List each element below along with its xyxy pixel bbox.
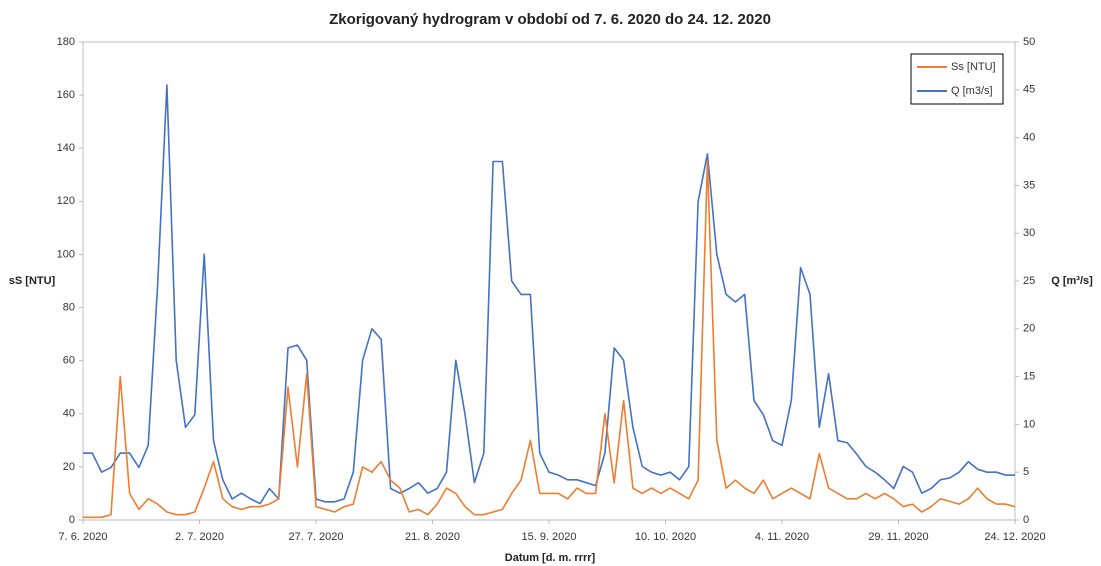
legend-label: Q [m3/s] <box>951 85 993 97</box>
plot-frame <box>82 41 1016 521</box>
x-tick-label: 2. 7. 2020 <box>175 531 224 543</box>
y-tick-label: 120 <box>57 195 75 207</box>
y2-tick-label: 35 <box>1023 179 1035 191</box>
series-line <box>83 160 1016 519</box>
y-tick-label: 160 <box>57 89 75 101</box>
y2-tick-label: 45 <box>1023 84 1035 96</box>
y-tick-label: 180 <box>57 36 75 48</box>
y2-tick-label: 50 <box>1023 36 1035 48</box>
x-tick-label: 29. 11. 2020 <box>868 531 928 543</box>
x-tick-label: 27. 7. 2020 <box>288 531 343 543</box>
legend-label: Ss [NTU] <box>951 61 996 73</box>
y-tick-label: 80 <box>63 301 75 313</box>
y-tick-label: 20 <box>63 461 75 473</box>
x-tick-label: 24. 12. 2020 <box>984 531 1045 543</box>
legend-box <box>910 53 1004 105</box>
x-tick-label: 15. 9. 2020 <box>521 531 576 543</box>
y-axis-label: sS [NTU] <box>9 275 56 287</box>
y-tick-label: 0 <box>69 514 75 526</box>
x-tick-label: 7. 6. 2020 <box>59 531 108 543</box>
x-tick-label: 4. 11. 2020 <box>755 531 809 543</box>
y2-tick-label: 10 <box>1023 418 1035 430</box>
y2-tick-label: 15 <box>1023 371 1035 383</box>
y-tick-label: 60 <box>63 355 75 367</box>
y2-tick-label: 30 <box>1023 227 1035 239</box>
chart-title: Zkorigovaný hydrogram v období od 7. 6. … <box>329 11 771 28</box>
x-tick-label: 10. 10. 2020 <box>635 531 696 543</box>
x-axis-label: Datum [d. m. rrrr] <box>505 552 596 564</box>
x-tick-label: 21. 8. 2020 <box>405 531 460 543</box>
y-tick-label: 140 <box>57 142 75 154</box>
y2-tick-label: 0 <box>1023 514 1029 526</box>
y-tick-label: 40 <box>63 408 75 420</box>
y2-tick-label: 40 <box>1023 132 1035 144</box>
y-tick-label: 100 <box>57 248 75 260</box>
y2-tick-label: 20 <box>1023 323 1035 335</box>
y2-tick-label: 25 <box>1023 275 1035 287</box>
y2-tick-label: 5 <box>1023 466 1029 478</box>
series-line <box>83 84 1015 505</box>
y2-axis-label: Q [m³/s] <box>1051 275 1093 287</box>
